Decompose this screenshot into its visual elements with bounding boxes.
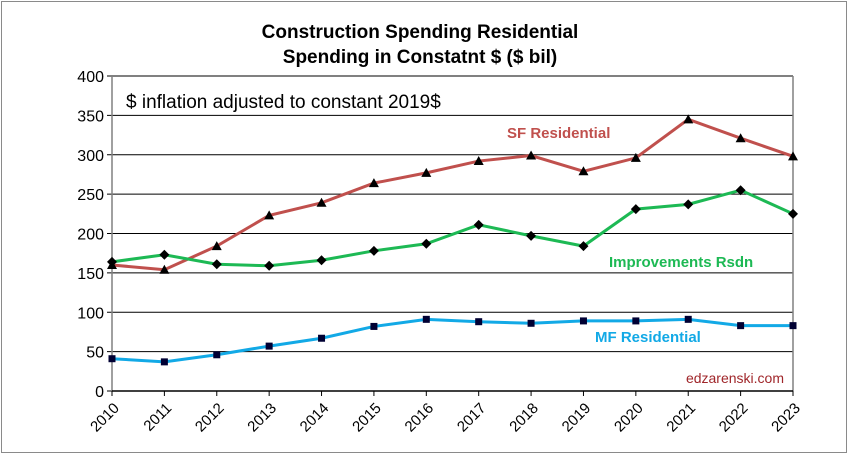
data-point-triangle bbox=[578, 166, 589, 176]
series-line-1 bbox=[111, 188, 794, 268]
data-point-square bbox=[579, 317, 587, 325]
y-tick-label: 400 bbox=[77, 69, 104, 86]
x-tick-label: 2023 bbox=[768, 400, 804, 436]
data-point-diamond bbox=[526, 230, 537, 241]
data-point-triangle bbox=[264, 210, 275, 220]
data-point-square bbox=[527, 319, 535, 327]
series-label-mf: MF Residential bbox=[595, 329, 701, 346]
data-point-triangle bbox=[473, 156, 484, 166]
data-point-diamond bbox=[159, 249, 170, 260]
x-tick-label: 2014 bbox=[297, 400, 333, 436]
x-tick-label: 2020 bbox=[611, 400, 647, 436]
data-point-diamond bbox=[630, 204, 641, 215]
data-point-square bbox=[108, 355, 116, 363]
data-point-triangle bbox=[368, 178, 379, 188]
data-point-triangle bbox=[316, 197, 327, 207]
data-point-diamond bbox=[264, 260, 275, 271]
x-tick-label: 2012 bbox=[192, 400, 228, 436]
data-point-triangle bbox=[630, 152, 641, 162]
y-tick-label: 50 bbox=[86, 345, 104, 362]
watermark: edzarenski.com bbox=[686, 370, 784, 386]
y-tick-label: 100 bbox=[77, 305, 104, 322]
data-point-triangle bbox=[211, 241, 222, 251]
data-point-diamond bbox=[421, 238, 432, 249]
y-tick-label: 150 bbox=[77, 266, 104, 283]
data-point-diamond bbox=[211, 259, 222, 270]
data-point-diamond bbox=[316, 255, 327, 266]
series-line-0 bbox=[111, 117, 794, 272]
x-tick-label: 2013 bbox=[244, 400, 280, 436]
chart-annotation: $ inflation adjusted to constant 2019$ bbox=[126, 92, 441, 113]
chart-title: Construction Spending Residential bbox=[262, 22, 579, 43]
x-tick-label: 2011 bbox=[140, 400, 175, 435]
data-point-square bbox=[475, 318, 483, 326]
x-tick-label: 2018 bbox=[506, 400, 542, 436]
y-tick-label: 300 bbox=[77, 148, 104, 165]
data-point-square bbox=[370, 322, 378, 330]
data-point-triangle bbox=[735, 133, 746, 143]
series-line-2 bbox=[111, 317, 793, 364]
x-tick-label: 2021 bbox=[663, 400, 699, 436]
data-point-diamond bbox=[735, 185, 746, 196]
data-point-triangle bbox=[683, 114, 694, 124]
data-point-square bbox=[265, 342, 273, 350]
x-tick-label: 2016 bbox=[402, 400, 438, 436]
y-tick-label: 200 bbox=[77, 227, 104, 244]
data-point-square bbox=[213, 351, 221, 359]
series-label-sf: SF Residential bbox=[507, 125, 610, 142]
y-tick-label: 250 bbox=[77, 187, 104, 204]
x-tick-label: 2015 bbox=[349, 400, 385, 436]
data-point-diamond bbox=[107, 256, 117, 267]
y-tick-label: 0 bbox=[95, 384, 104, 401]
data-point-square bbox=[789, 322, 797, 330]
data-point-square bbox=[422, 315, 430, 323]
series-label-improvements: Improvements Rsdn bbox=[609, 254, 753, 271]
data-point-square bbox=[632, 317, 640, 325]
data-point-diamond bbox=[473, 219, 484, 230]
data-point-diamond bbox=[788, 208, 798, 219]
data-point-square bbox=[684, 315, 692, 323]
x-tick-label: 2010 bbox=[87, 400, 123, 436]
data-point-triangle bbox=[159, 264, 170, 274]
data-point-triangle bbox=[788, 151, 798, 161]
data-point-diamond bbox=[368, 245, 379, 256]
data-point-square bbox=[737, 322, 745, 330]
data-point-square bbox=[160, 358, 168, 366]
data-point-diamond bbox=[578, 241, 589, 252]
data-point-triangle bbox=[421, 167, 432, 177]
x-tick-label: 2017 bbox=[454, 400, 490, 436]
data-point-triangle bbox=[526, 150, 537, 160]
data-point-diamond bbox=[683, 199, 694, 210]
chart-subtitle: Spending in Constatnt $ ($ bil) bbox=[283, 47, 557, 68]
y-tick-label: 350 bbox=[77, 108, 104, 125]
data-point-square bbox=[318, 334, 326, 342]
x-tick-label: 2022 bbox=[716, 400, 752, 436]
x-tick-label: 2019 bbox=[559, 400, 595, 436]
